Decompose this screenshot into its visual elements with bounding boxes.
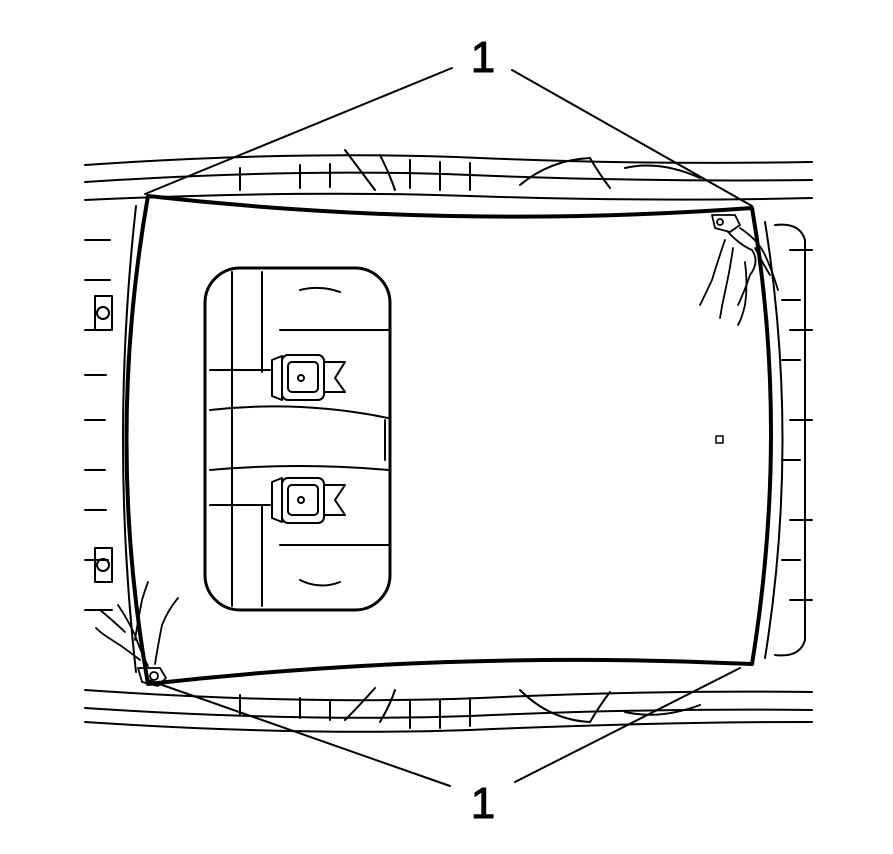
left-frame (84, 239, 113, 611)
lower-side-rail (84, 687, 813, 733)
sunroof-opening (203, 266, 392, 612)
callout-label-top: 1 (471, 33, 495, 82)
upper-sunroof-bracket (271, 354, 346, 401)
callout-leaders-top (144, 67, 753, 207)
roof-panel-edge (122, 205, 137, 673)
rear-left-drain-connector (95, 581, 179, 687)
roof-front-edge (764, 221, 784, 659)
small-square-feature (715, 435, 724, 444)
upper-side-rail (84, 149, 813, 201)
front-right-drain-connector (699, 214, 779, 326)
callout-leaders-bottom (147, 667, 741, 787)
lower-sunroof-bracket (271, 477, 346, 524)
roof-panel-outline (124, 194, 773, 686)
callout-label-bottom: 1 (471, 779, 495, 828)
right-frame (774, 223, 813, 657)
